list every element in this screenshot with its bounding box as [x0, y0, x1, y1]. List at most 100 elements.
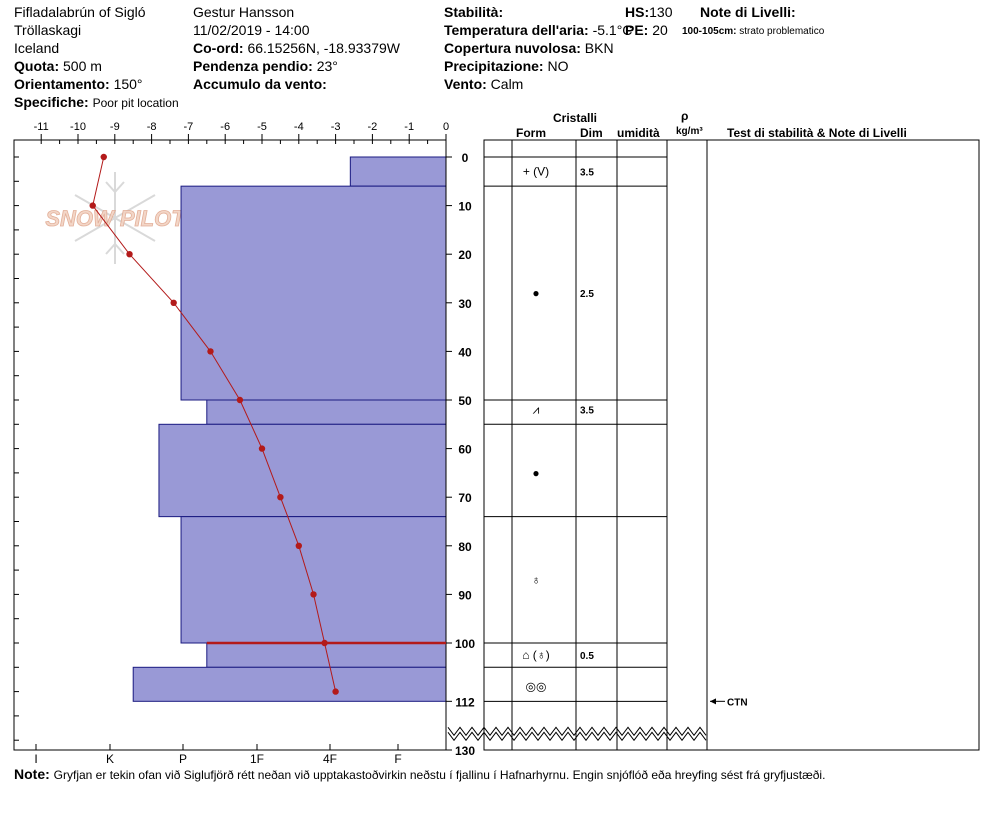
specifiche-label: Specifiche: [14, 94, 89, 110]
temp-tick-label: -8 [147, 121, 157, 133]
pe-row: PE: 20 [625, 22, 668, 38]
grain-size-value: 0.5 [580, 651, 594, 662]
grain-form-symbol: ● [532, 286, 539, 300]
footer-note-label: Note: [14, 766, 50, 782]
depth-tick-label: 50 [458, 394, 472, 408]
slope-label: Pendenza pendio: [193, 58, 313, 74]
orientation-row: Orientamento: 150° [14, 76, 143, 92]
density-symbol: ρ [681, 109, 689, 123]
observation-datetime: 11/02/2019 - 14:00 [193, 22, 310, 38]
temp-tick-label: -6 [220, 121, 230, 133]
cloud-row: Copertura nuvolosa: BKN [444, 40, 614, 56]
temperature-line [92, 156, 337, 692]
depth-tick-label: 70 [458, 491, 472, 505]
dim-header: Dim [580, 126, 603, 140]
region-name: Tröllaskagi [14, 22, 82, 38]
location-name: Fifladalabrún of Sigló [14, 4, 146, 20]
hardness-layer-bar [132, 666, 447, 702]
precip-label: Precipitazione: [444, 58, 544, 74]
quota-label: Quota: [14, 58, 60, 74]
depth-tick-label: 130 [455, 744, 475, 758]
depth-break-zigzag [447, 731, 707, 742]
temp-tick-label: -10 [70, 121, 86, 133]
hardness-layer-bar [180, 516, 447, 644]
grain-form-symbol: ⌂ (♁) [522, 648, 550, 662]
pe-value: 20 [652, 22, 668, 38]
grain-form-symbol: ◎◎ [526, 680, 547, 694]
moisture-header: umidità [617, 126, 660, 140]
density-unit: kg/m³ [676, 126, 703, 137]
grain-form-symbol: ⩘ [533, 403, 540, 417]
temperature-point [310, 591, 317, 598]
quota-row: Quota: 500 m [14, 58, 102, 74]
hardness-layer-bar [206, 399, 447, 425]
depth-tick-label: 90 [458, 588, 472, 602]
coord-value: 66.15256N, -18.93379W [247, 40, 400, 56]
precip-value: NO [547, 58, 569, 74]
temperature-point [321, 639, 328, 647]
grain-size-value: 3.5 [580, 406, 594, 417]
wind-row: Vento: Calm [444, 76, 523, 92]
temp-tick-label: -11 [34, 121, 49, 133]
hs-label: HS: [625, 4, 650, 20]
pe-label: PE: [625, 22, 649, 38]
hardness-tick-label: 1F [250, 752, 264, 766]
tests-header: Test di stabilità & Note di Livelli [727, 126, 907, 140]
snowflake-watermark-icon [74, 172, 156, 264]
hs-value: 130 [649, 4, 673, 20]
chart-frame [13, 139, 447, 751]
temperature-point [89, 202, 96, 209]
grain-form-symbol: + (V) [523, 165, 549, 179]
depth-break-zigzag [447, 726, 707, 737]
hardness-layer-bar [180, 185, 447, 401]
precip-row: Precipitazione: NO [444, 58, 568, 74]
depth-tick-label: 10 [458, 200, 472, 214]
layer-note-row: 100-105cm: strato problematico [682, 24, 824, 40]
test-label: CTN [727, 697, 748, 708]
grain-size-value: 3.5 [580, 168, 594, 179]
cloud-label: Copertura nuvolosa: [444, 40, 581, 56]
coord-label: Co-ord: [193, 40, 244, 56]
hardness-tick-label: F [394, 752, 401, 766]
temperature-point [170, 299, 177, 306]
watermark-text: SNOW PILOT [45, 206, 186, 231]
country-name: Iceland [14, 40, 60, 56]
orientation-value: 150° [113, 76, 143, 92]
layer-note-text: strato problematico [739, 26, 825, 37]
quota-value: 500 m [63, 58, 102, 74]
grain-size-value: 2.5 [580, 289, 594, 300]
temperature-point [236, 396, 244, 404]
footer-note-text: Gryfjan er tekin ofan við Siglufjörð rét… [53, 768, 826, 782]
depth-tick-label: 30 [458, 297, 472, 311]
air-temp-row: Temperatura dell'aria: -5.1°C [444, 22, 632, 38]
grain-form-symbol: ● [532, 466, 539, 480]
depth-tick-label: 0 [462, 151, 469, 165]
temp-tick-label: 0 [443, 121, 449, 133]
temp-tick-label: -5 [257, 121, 267, 133]
hardness-layer-bar [349, 156, 447, 187]
temp-tick-label: -3 [331, 121, 341, 133]
cloud-value: BKN [584, 40, 614, 56]
wind-loading-label: Accumulo da vento: [193, 76, 327, 92]
depth-tick-label: 80 [458, 540, 472, 554]
specifiche-row: Specifiche: Poor pit location [14, 94, 179, 111]
slope-value: 23° [316, 58, 338, 74]
temperature-point [258, 445, 266, 452]
stability-label: Stabilità: [444, 4, 504, 20]
form-header: Form [516, 126, 546, 140]
temperature-point [126, 251, 133, 258]
layer-notes-title: Note di Livelli: [700, 4, 796, 20]
hardness-layer-bar [158, 423, 447, 518]
hardness-tick-label: 4F [323, 752, 337, 766]
test-arrow-head [710, 698, 716, 705]
crystals-header: Cristalli [553, 111, 598, 125]
hardness-tick-label: K [106, 752, 114, 766]
table-frame [483, 139, 980, 751]
depth-tick-label: 20 [458, 248, 472, 262]
specifiche-value: Poor pit location [92, 96, 179, 110]
hardness-tick-label: P [179, 752, 187, 766]
temp-tick-label: -7 [184, 121, 194, 133]
hardness-tick-label: I [34, 752, 37, 766]
air-temp-value: -5.1°C [592, 22, 633, 38]
temperature-point [100, 153, 107, 161]
